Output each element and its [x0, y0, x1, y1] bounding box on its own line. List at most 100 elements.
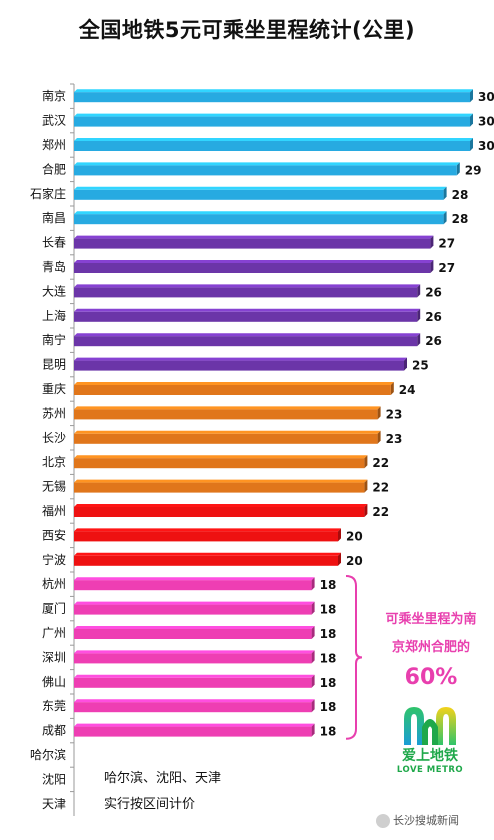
value-label: 18: [320, 651, 337, 665]
category-label: 青岛: [42, 259, 66, 274]
value-label: 28: [452, 188, 469, 202]
source-watermark: 长沙搜城新闻: [376, 812, 459, 828]
category-label: 深圳: [42, 650, 66, 664]
bar: [74, 333, 421, 347]
bar: [74, 552, 341, 566]
value-label: 18: [320, 603, 337, 617]
category-label: 东莞: [42, 699, 66, 713]
bar: [74, 113, 473, 127]
value-label: 20: [346, 529, 363, 543]
bar: [74, 138, 473, 151]
category-label: 北京: [42, 455, 66, 469]
category-label: 郑州: [42, 137, 66, 152]
value-label: 22: [372, 505, 389, 519]
bar: [74, 284, 421, 298]
category-label: 重庆: [42, 382, 66, 396]
category-label: 长沙: [42, 431, 66, 445]
value-label: 26: [425, 310, 442, 324]
category-label: 南京: [42, 88, 66, 103]
value-label: 30: [478, 90, 494, 104]
value-label: 18: [320, 627, 337, 641]
value-label: 27: [438, 237, 455, 251]
category-label: 西安: [42, 527, 66, 542]
value-label: 29: [465, 163, 482, 177]
category-label: 苏州: [42, 406, 66, 420]
category-label: 佛山: [42, 675, 66, 689]
bar: [74, 89, 473, 103]
category-label: 合肥: [42, 161, 66, 176]
value-label: 18: [320, 676, 337, 690]
bar: [74, 211, 447, 225]
value-label: 23: [386, 407, 403, 421]
value-label: 28: [452, 212, 469, 226]
bar: [74, 723, 315, 737]
bar: [74, 674, 315, 688]
value-label: 30: [478, 115, 494, 129]
bar: [74, 382, 394, 395]
category-label: 天津: [42, 797, 66, 811]
bar: [74, 162, 460, 176]
bar: [74, 601, 315, 615]
annotation-percent: 60%: [404, 665, 458, 690]
note-line-2: 实行按区间计价: [104, 797, 196, 812]
bar: [74, 528, 341, 542]
category-label: 长春: [42, 236, 66, 250]
category-label: 厦门: [42, 601, 66, 616]
category-label: 石家庄: [30, 186, 66, 201]
value-label: 23: [386, 432, 403, 446]
bar: [74, 626, 315, 639]
value-label: 22: [372, 456, 389, 470]
category-label: 无锡: [42, 479, 66, 494]
bar: [74, 479, 368, 493]
bar: [74, 308, 421, 322]
category-label: 大连: [42, 283, 66, 298]
bar: [74, 504, 368, 517]
value-label: 25: [412, 359, 429, 373]
value-label: 18: [320, 725, 337, 739]
category-label: 南昌: [42, 210, 66, 225]
category-label: 福州: [42, 503, 66, 518]
bar: [74, 455, 368, 469]
value-label: 18: [320, 578, 337, 592]
category-label: 广州: [42, 626, 66, 640]
category-label: 成都: [42, 724, 66, 738]
note-line-1: 哈尔滨、沈阳、天津: [104, 771, 222, 786]
category-label: 宁波: [42, 552, 66, 567]
bar: [74, 357, 407, 371]
category-label: 上海: [42, 308, 66, 323]
bar: [74, 260, 434, 273]
bar: [74, 577, 315, 591]
value-label: 27: [438, 261, 455, 275]
chart-title: 全国地铁5元可乘坐里程统计(公里): [78, 18, 416, 42]
logo-text-cn: 爱上地铁: [402, 748, 458, 764]
wechat-icon: [376, 814, 390, 828]
category-label: 沈阳: [42, 771, 66, 786]
value-label: 26: [425, 334, 442, 348]
metro-m-icon: [404, 707, 456, 745]
watermark-text: 长沙搜城新闻: [393, 814, 459, 827]
bar: [74, 650, 315, 664]
category-label: 昆明: [42, 358, 66, 372]
value-label: 22: [372, 481, 389, 495]
bar: [74, 406, 381, 420]
value-label: 26: [425, 285, 442, 299]
pricing-note: 哈尔滨、沈阳、天津 实行按区间计价: [104, 766, 221, 818]
value-label: 30: [478, 139, 494, 153]
ratio-annotation: 可乘坐里程为南 京郑州合肥的 60%: [368, 606, 494, 694]
bar: [74, 430, 381, 444]
annotation-line-1: 可乘坐里程为南: [385, 612, 477, 627]
category-label: 杭州: [42, 576, 66, 591]
group-bracket: [345, 575, 363, 740]
bar: [74, 235, 434, 249]
annotation-line-2: 京郑州合肥的: [391, 640, 470, 655]
category-label: 南宁: [42, 332, 66, 347]
category-label: 哈尔滨: [30, 747, 66, 762]
value-label: 20: [346, 554, 363, 568]
category-label: 武汉: [42, 114, 66, 128]
love-metro-logo: 爱上地铁 LOVE METRO: [392, 705, 468, 775]
value-label: 24: [399, 383, 416, 397]
bar: [74, 699, 315, 713]
logo-text-en: LOVE METRO: [396, 765, 464, 775]
value-label: 18: [320, 700, 337, 714]
